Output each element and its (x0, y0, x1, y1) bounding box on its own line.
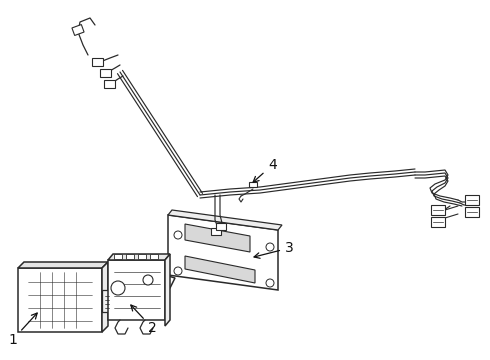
Polygon shape (185, 256, 255, 283)
Polygon shape (108, 254, 170, 260)
Polygon shape (18, 262, 108, 268)
Polygon shape (108, 260, 165, 320)
Polygon shape (95, 300, 133, 315)
Polygon shape (102, 262, 108, 332)
Circle shape (111, 281, 125, 295)
Circle shape (174, 267, 182, 275)
Bar (211, 228, 221, 234)
Text: 2: 2 (131, 305, 157, 335)
Polygon shape (102, 290, 112, 312)
Bar (99, 69, 111, 77)
Polygon shape (95, 275, 158, 310)
Bar (138, 253, 146, 258)
Polygon shape (128, 260, 168, 275)
Bar (126, 253, 134, 258)
Polygon shape (18, 268, 102, 332)
Text: 1: 1 (8, 313, 37, 347)
Circle shape (174, 231, 182, 239)
Polygon shape (168, 215, 278, 290)
Polygon shape (165, 254, 170, 326)
Bar (431, 205, 445, 215)
Bar (72, 24, 84, 36)
Circle shape (266, 279, 274, 287)
Bar (150, 253, 158, 258)
Polygon shape (168, 210, 282, 230)
Bar (465, 195, 479, 205)
Bar (92, 58, 102, 66)
Bar (249, 181, 257, 186)
Polygon shape (128, 265, 175, 292)
Text: 3: 3 (254, 241, 294, 258)
Text: 4: 4 (253, 158, 277, 182)
Bar (114, 253, 122, 258)
Circle shape (266, 243, 274, 251)
Circle shape (143, 275, 153, 285)
Bar (431, 217, 445, 227)
Bar (103, 80, 115, 88)
Polygon shape (185, 224, 250, 252)
Bar (465, 207, 479, 217)
Bar (216, 222, 226, 230)
